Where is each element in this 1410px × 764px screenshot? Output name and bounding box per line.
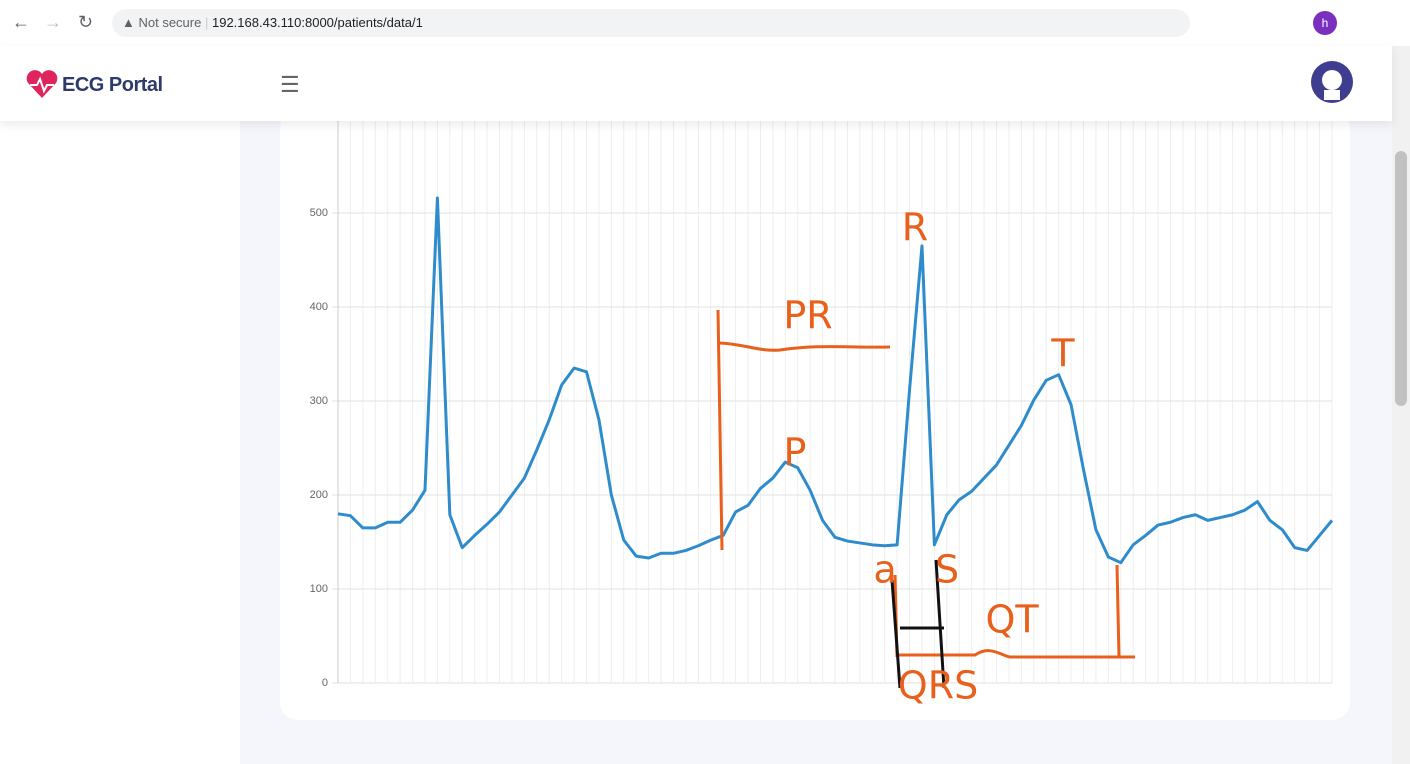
menu-toggle[interactable]: ☰ [280,72,300,97]
qrs-marks [890,559,946,689]
forward-button[interactable]: → [44,12,62,32]
chart-card [280,110,1350,720]
sidebar [0,121,240,764]
browser-bar: ← → ↻ ▲ Not secure | 192.168.43.110:8000… [0,0,1410,47]
brand-logo [26,70,58,98]
app-header: ECG Portal ☰ [0,46,1392,121]
security-label: Not secure [138,15,202,30]
y-tick-label: 0 [322,677,328,689]
annotation: R [902,206,928,250]
scrollbar[interactable] [1392,46,1410,764]
address-bar[interactable]: ▲ Not secure | 192.168.43.110:8000/patie… [112,9,1190,37]
profile-avatar[interactable]: h [1313,11,1337,35]
annotation: PR [783,294,832,338]
url: 192.168.43.110:8000/patients/data/1 [211,15,423,30]
ecg-line [337,196,1334,565]
annotation: a [873,548,896,592]
y-tick-label: 200 [310,489,328,501]
handwritten-marks [716,309,1135,659]
back-button[interactable]: ← [12,12,30,32]
y-tick-label: 500 [310,207,328,219]
annotation: QRS [898,664,978,708]
annotation: S [935,548,959,592]
annotation: QT [985,598,1039,642]
annotation: T [1050,332,1075,376]
reload-button[interactable]: ↻ [78,12,94,32]
user-avatar[interactable] [1310,60,1354,104]
y-tick-label: 300 [310,395,328,407]
annotation: P [784,431,807,475]
plot: 0 100 200 300 400 500 [310,119,1334,689]
y-tick-label: 100 [310,583,328,595]
brand-name: ECG Portal [62,74,163,96]
y-tick-label: 400 [310,301,328,313]
